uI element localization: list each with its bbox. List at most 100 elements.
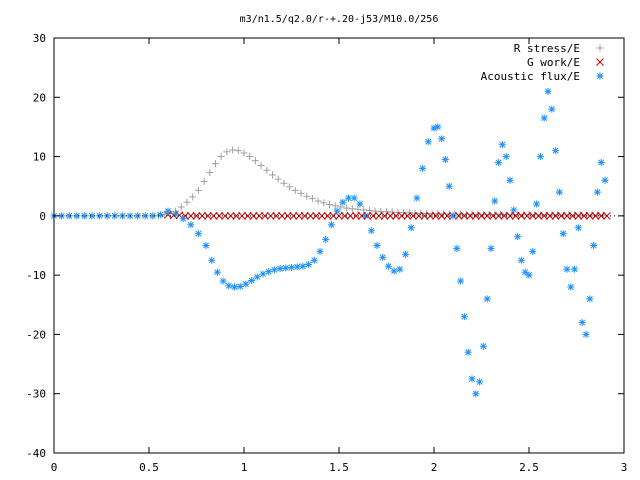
data-point-star — [88, 212, 96, 220]
data-point-star — [559, 230, 567, 238]
data-point-star — [172, 210, 180, 218]
data-point-star — [384, 262, 392, 270]
data-point-star — [574, 224, 582, 232]
data-point-star — [310, 256, 318, 264]
data-point-plus — [343, 204, 351, 212]
data-point-star — [597, 159, 605, 166]
data-point-plus — [251, 157, 259, 165]
data-point-star — [276, 265, 284, 273]
data-point-star — [491, 197, 499, 205]
data-point-star — [96, 212, 104, 220]
data-point-plus — [240, 149, 248, 157]
data-point-cross — [489, 212, 497, 220]
data-point-plus — [360, 206, 368, 214]
y-tick-label: -20 — [26, 328, 46, 341]
data-point-plus — [263, 166, 271, 174]
data-point-star — [453, 244, 461, 252]
data-point-plus — [223, 148, 231, 156]
data-point-star — [567, 283, 575, 291]
data-point-star — [438, 135, 446, 143]
data-point-star — [468, 375, 476, 383]
data-point-star — [424, 138, 432, 146]
data-point-cross — [392, 212, 400, 220]
data-point-cross — [420, 212, 429, 220]
data-point-cross — [471, 212, 480, 220]
plot-area — [50, 87, 611, 398]
data-point-star — [590, 242, 598, 249]
data-point-cross — [546, 212, 554, 220]
data-point-plus — [291, 186, 299, 194]
y-tick-label: -30 — [26, 388, 46, 401]
data-point-cross — [215, 212, 224, 220]
data-point-star — [396, 265, 404, 273]
plot-frame — [53, 37, 625, 454]
data-point-plus — [326, 201, 333, 209]
data-point-star — [525, 271, 533, 279]
data-point-cross — [397, 212, 406, 220]
data-point-star — [316, 247, 324, 255]
data-point-cross — [295, 212, 303, 220]
data-point-star — [472, 390, 480, 398]
data-point-cross — [517, 212, 526, 220]
data-point-star — [578, 319, 586, 327]
data-point-cross — [477, 212, 486, 220]
data-point-plus — [200, 177, 208, 185]
data-point-cross — [352, 212, 360, 220]
data-point-star — [390, 267, 398, 275]
data-point-star — [213, 268, 221, 276]
data-point-star — [259, 270, 267, 278]
data-point-star — [208, 256, 216, 264]
x-tick-label: 2.5 — [519, 461, 539, 474]
data-point-star — [293, 263, 301, 271]
data-point-cross — [312, 212, 321, 220]
data-point-star — [333, 207, 341, 215]
legend-label: Acoustic flux/E — [481, 70, 580, 83]
data-point-cross — [209, 212, 218, 220]
data-point-star — [282, 264, 290, 272]
data-point-star — [327, 221, 335, 229]
data-point-cross — [443, 212, 452, 220]
data-point-star — [483, 295, 491, 303]
data-point-star — [552, 147, 560, 155]
data-point-star — [510, 206, 518, 214]
data-point-plus — [212, 160, 219, 168]
x-tick-label: 1 — [241, 461, 248, 474]
data-point-plus — [269, 171, 276, 179]
data-point-star — [187, 221, 195, 229]
data-point-star — [253, 273, 261, 281]
data-point-star — [495, 159, 503, 166]
chart-title: m3/n1.5/q2.0/r-+.20-j53/M10.0/256 — [240, 14, 439, 25]
y-tick-label: -40 — [26, 447, 46, 460]
data-point-cross — [300, 212, 309, 220]
data-point-star — [373, 242, 381, 249]
data-point-cross — [580, 212, 588, 220]
data-point-plus — [331, 202, 339, 210]
data-point-cross — [289, 212, 298, 220]
data-point-cross — [204, 212, 212, 220]
data-point-star — [202, 242, 210, 249]
data-point-star — [502, 153, 510, 161]
data-point-star — [156, 211, 164, 219]
data-point-star — [402, 250, 409, 258]
data-point-cross — [261, 212, 269, 220]
data-point-plus — [365, 207, 373, 215]
data-point-star — [288, 263, 295, 271]
data-point-cross — [540, 212, 549, 220]
data-point-cross — [523, 212, 531, 220]
data-point-star — [248, 276, 256, 284]
data-point-star — [430, 124, 438, 132]
data-point-star — [563, 265, 571, 273]
data-point-star — [322, 236, 330, 244]
data-point-plus — [177, 203, 185, 211]
data-point-cross — [551, 212, 560, 220]
data-point-star — [270, 266, 278, 274]
data-point-star — [164, 207, 172, 215]
data-point-cross — [243, 212, 252, 220]
data-point-star — [521, 268, 529, 276]
data-point-cross — [432, 212, 440, 220]
data-point-star — [601, 176, 609, 184]
data-point-star — [362, 212, 370, 220]
y-tick-label: -10 — [26, 269, 46, 282]
data-point-cross — [283, 212, 292, 220]
axes: 0 0.5 1 1.5 2 2.5 3 30 20 10 0 -10 -20 -30 -40 — [26, 32, 627, 474]
